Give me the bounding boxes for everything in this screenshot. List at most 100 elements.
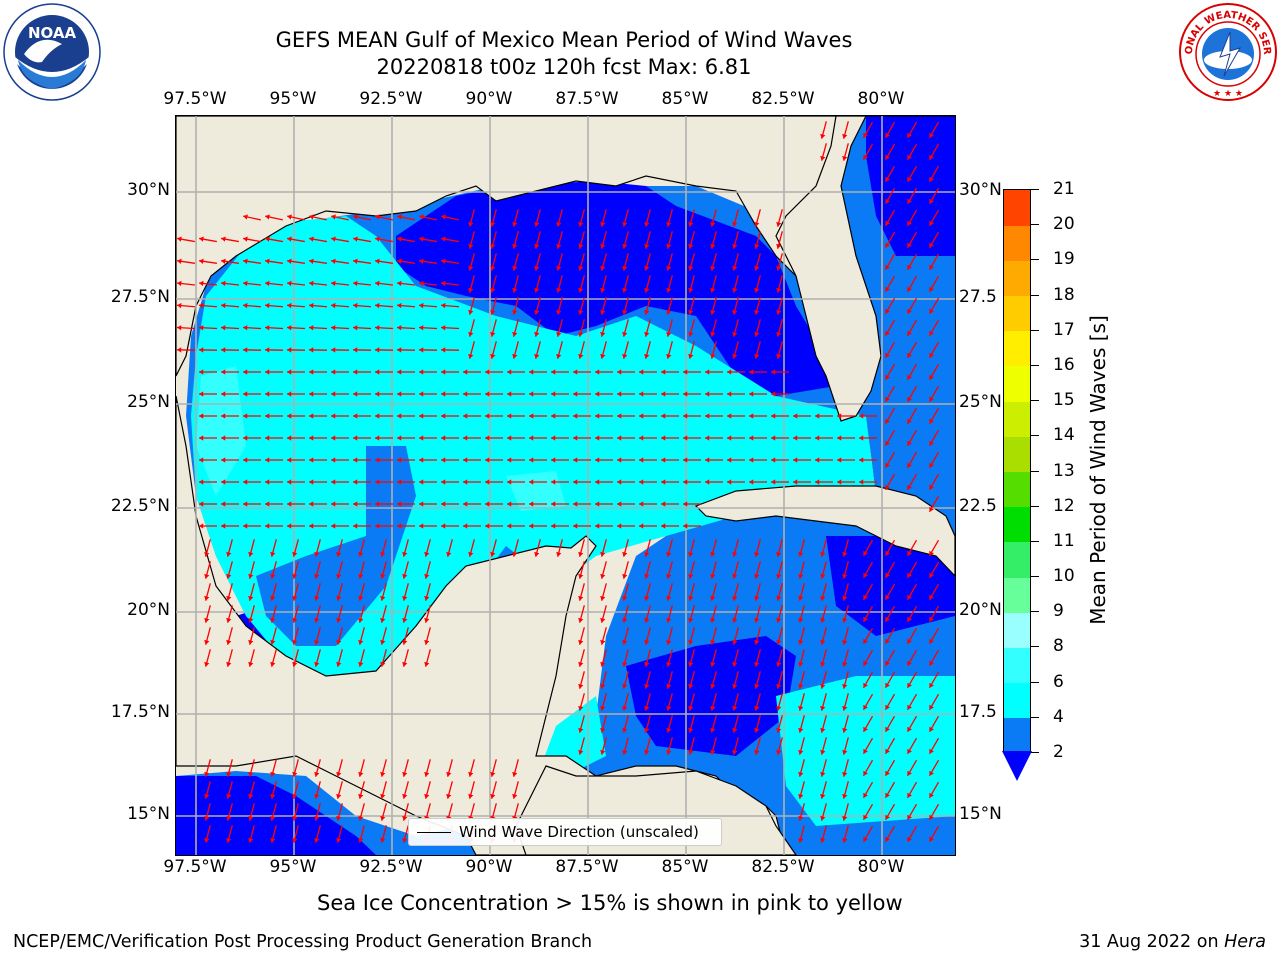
wave-direction-arrow bbox=[639, 369, 657, 375]
colorbar-tick-mark bbox=[1031, 364, 1039, 366]
wave-direction-arrow bbox=[798, 737, 805, 755]
wave-direction-arrow bbox=[884, 627, 896, 645]
wave-direction-arrow bbox=[688, 253, 695, 271]
wave-direction-arrow bbox=[336, 825, 343, 843]
wave-direction-arrow bbox=[600, 561, 607, 579]
colorbar-segment bbox=[1004, 577, 1030, 613]
wave-direction-arrow bbox=[198, 280, 218, 287]
nws-logo: NATIONAL WEATHER SERVICE ★ ★ ★ bbox=[1178, 2, 1277, 101]
wave-direction-arrow bbox=[600, 275, 607, 293]
wave-direction-arrow bbox=[884, 451, 896, 469]
lat-label-right: 22.5 bbox=[959, 496, 997, 516]
wave-direction-arrow bbox=[622, 605, 629, 623]
wave-direction-arrow bbox=[440, 280, 460, 287]
wave-direction-arrow bbox=[529, 501, 547, 507]
wave-direction-arrow bbox=[292, 583, 299, 601]
wave-direction-arrow bbox=[906, 143, 918, 161]
wave-direction-arrow bbox=[529, 413, 547, 419]
colorbar-tick-mark bbox=[1031, 716, 1039, 718]
wave-direction-arrow bbox=[928, 407, 940, 425]
wave-direction-arrow bbox=[292, 605, 299, 623]
wave-direction-arrow bbox=[573, 501, 591, 507]
wave-direction-arrow bbox=[534, 297, 541, 315]
wave-direction-arrow bbox=[331, 369, 349, 375]
wave-direction-arrow bbox=[928, 275, 940, 293]
wave-direction-arrow bbox=[292, 781, 299, 799]
wave-direction-arrow bbox=[884, 539, 896, 557]
wave-direction-arrow bbox=[402, 825, 409, 843]
wave-direction-arrow bbox=[463, 523, 481, 529]
wave-direction-arrow bbox=[732, 209, 739, 227]
wave-direction-arrow bbox=[928, 539, 940, 557]
colorbar-tick-mark bbox=[1031, 294, 1039, 296]
wave-direction-arrow bbox=[440, 347, 460, 353]
wave-direction-arrow bbox=[264, 280, 284, 287]
wave-direction-arrow bbox=[512, 209, 519, 227]
wave-direction-arrow bbox=[353, 479, 371, 485]
wave-direction-arrow bbox=[397, 369, 415, 375]
wave-direction-arrow bbox=[424, 759, 431, 777]
wave-direction-arrow bbox=[622, 693, 629, 711]
wave-direction-arrow bbox=[220, 325, 240, 331]
wave-direction-arrow bbox=[928, 297, 940, 315]
wave-direction-arrow bbox=[710, 561, 717, 579]
wave-direction-arrow bbox=[440, 325, 460, 331]
wave-direction-arrow bbox=[837, 435, 855, 441]
wave-direction-arrow bbox=[798, 627, 805, 645]
colorbar-label: Mean Period of Wind Waves [s] bbox=[1086, 315, 1110, 625]
wave-direction-arrow bbox=[644, 539, 651, 557]
wave-direction-arrow bbox=[749, 435, 767, 441]
wave-direction-arrow bbox=[862, 737, 874, 755]
wave-direction-arrow bbox=[292, 825, 299, 843]
wave-direction-arrow bbox=[512, 759, 519, 777]
wave-direction-arrow bbox=[176, 280, 196, 287]
wave-direction-arrow bbox=[617, 523, 635, 529]
wave-direction-arrow bbox=[352, 280, 372, 287]
wave-direction-arrow bbox=[446, 781, 453, 799]
wave-direction-arrow bbox=[666, 319, 673, 337]
wave-direction-arrow bbox=[331, 236, 349, 243]
wave-direction-arrow bbox=[732, 319, 739, 337]
wave-direction-arrow bbox=[859, 457, 877, 463]
wave-direction-arrow bbox=[617, 413, 635, 419]
wave-direction-arrow bbox=[884, 649, 896, 667]
wave-direction-arrow bbox=[446, 539, 453, 557]
wave-direction-arrow bbox=[688, 297, 695, 315]
wave-direction-arrow bbox=[928, 627, 940, 645]
wave-direction-arrow bbox=[776, 275, 783, 293]
wave-direction-arrow bbox=[710, 209, 717, 227]
wave-direction-arrow bbox=[710, 649, 717, 667]
wave-direction-arrow bbox=[837, 457, 855, 463]
colorbar-tick-mark bbox=[1031, 435, 1039, 437]
wave-direction-arrow bbox=[507, 457, 525, 463]
wave-direction-arrow bbox=[928, 231, 940, 249]
wave-direction-arrow bbox=[754, 209, 761, 227]
wave-direction-arrow bbox=[842, 781, 849, 799]
colorbar-tick-mark bbox=[1031, 611, 1039, 613]
wave-direction-arrow bbox=[727, 369, 745, 375]
wave-direction-arrow bbox=[441, 501, 459, 507]
wave-direction-arrow bbox=[375, 236, 393, 243]
lat-label-left: 27.5°N bbox=[110, 287, 170, 307]
wave-direction-arrow bbox=[199, 479, 217, 485]
wave-direction-arrow bbox=[221, 258, 239, 264]
wave-direction-arrow bbox=[287, 501, 305, 507]
wave-direction-arrow bbox=[798, 715, 805, 733]
wave-direction-arrow bbox=[308, 302, 328, 309]
wave-direction-arrow bbox=[507, 479, 525, 485]
wave-direction-arrow bbox=[683, 479, 701, 485]
wave-direction-arrow bbox=[661, 435, 679, 441]
wave-direction-arrow bbox=[353, 523, 371, 529]
wave-direction-arrow bbox=[820, 649, 827, 667]
wave-direction-arrow bbox=[622, 715, 629, 733]
wave-direction-arrow bbox=[776, 539, 783, 557]
lon-label-bottom: 85°W bbox=[661, 857, 709, 877]
wave-direction-arrow bbox=[815, 435, 833, 441]
period-6-8-patch-center bbox=[506, 471, 566, 511]
wave-direction-arrow bbox=[600, 209, 607, 227]
wave-direction-arrow bbox=[418, 280, 438, 287]
wave-direction-arrow bbox=[776, 693, 783, 711]
wave-direction-arrow bbox=[842, 803, 849, 821]
wave-direction-arrow bbox=[308, 325, 328, 331]
wave-direction-arrow bbox=[798, 539, 805, 557]
